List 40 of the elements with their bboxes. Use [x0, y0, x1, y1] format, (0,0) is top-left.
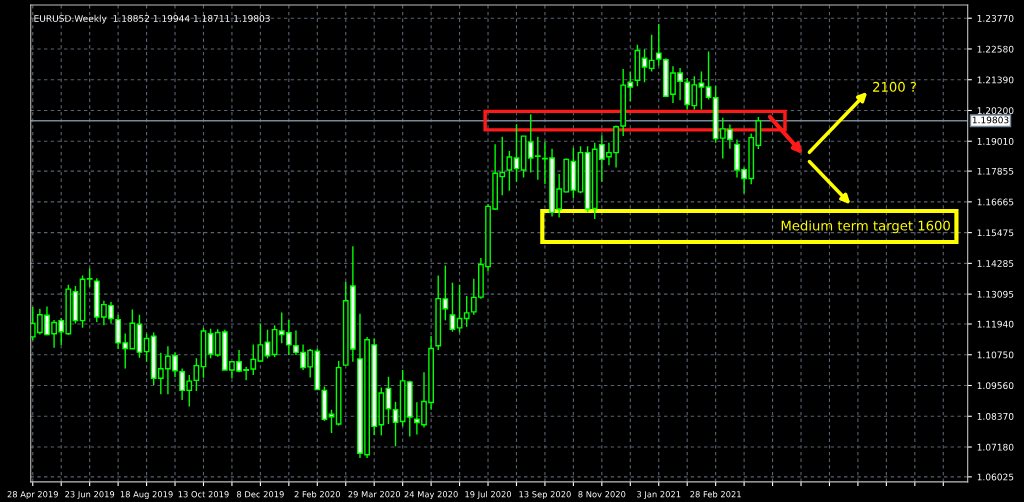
x-tick-label: 13 Sep 2020 — [519, 491, 571, 500]
text: EURUSD.Weekly 1.18852 1.19944 1.18711 1.19803 — [34, 14, 270, 24]
y-tick-label: 1.07180 — [977, 443, 1014, 451]
y-tick-label: 1.08370 — [977, 413, 1014, 420]
y-tick-label: 1.19010 — [977, 137, 1014, 145]
y-tick-label: 1.23770 — [977, 14, 1014, 22]
candlestick — [705, 50, 712, 101]
candlestick — [648, 34, 655, 73]
candlestick — [506, 150, 513, 192]
annotation: Medium term target 1600 — [781, 220, 950, 234]
x-tick-label: 8 Nov 2020 — [578, 491, 626, 498]
x-tick-label: 3 Jan 2021 — [637, 491, 681, 499]
y-tick-label: 1.14285 — [977, 260, 1014, 267]
y-tick-label: 1.11940 — [977, 320, 1014, 328]
y-tick-label: 1.16665 — [977, 198, 1014, 206]
candlestick — [698, 70, 705, 111]
y-tick-label: 1.06025 — [977, 473, 1014, 481]
x-tick-label: 2 Feb 2020 — [294, 490, 341, 498]
x-tick-label: 18 Aug 2019 — [120, 491, 173, 500]
x-tick-label: 23 Jun 2019 — [65, 491, 115, 499]
x-tick-label: 8 Dec 2019 — [236, 491, 284, 498]
y-tick-label: 1.13095 — [977, 290, 1014, 298]
y-tick-label: 1.17855 — [977, 167, 1014, 175]
candlestick — [456, 284, 463, 334]
x-tick-label: 29 Mar 2020 — [348, 491, 401, 498]
x-tick-label: 13 Oct 2019 — [178, 491, 229, 498]
y-tick-label: 1.20200 — [977, 107, 1014, 115]
annotation: 2100 ? — [873, 81, 916, 92]
x-tick-label: 19 Jul 2020 — [465, 490, 512, 499]
y-tick-label: 1.15475 — [977, 229, 1014, 237]
candlestick — [392, 401, 399, 447]
x-tick-label: 28 Feb 2021 — [690, 490, 741, 498]
candlestick — [86, 267, 93, 288]
ref-line-label: 1.19803 — [972, 116, 1009, 124]
x-tick-label: 24 May 2020 — [404, 491, 458, 500]
y-tick-label: 1.09560 — [977, 382, 1014, 390]
x-tick-label: 28 Apr 2019 — [7, 491, 58, 500]
y-tick-label: 1.22580 — [977, 45, 1014, 53]
y-tick-label: 1.10750 — [977, 351, 1014, 359]
y-tick-label: 1.21390 — [977, 76, 1014, 84]
